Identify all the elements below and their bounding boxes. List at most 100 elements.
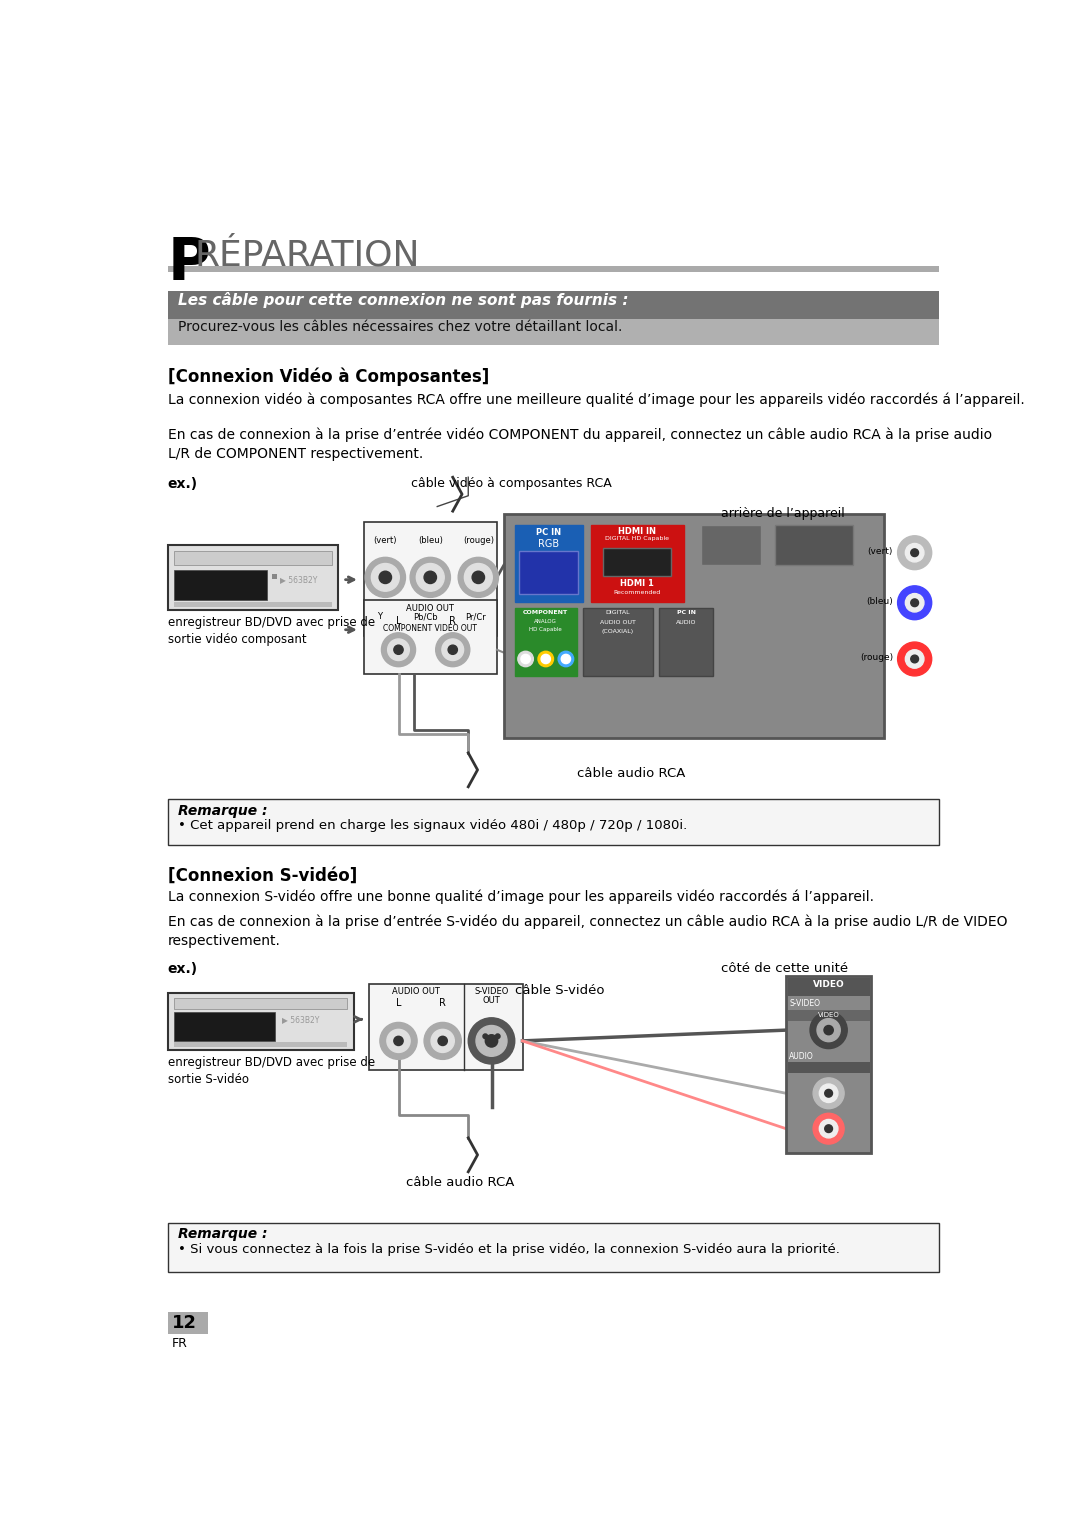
Bar: [174, 569, 267, 600]
Circle shape: [485, 1035, 498, 1047]
Text: Les câble pour cette connexion ne sont pas fournis :: Les câble pour cette connexion ne sont p…: [177, 293, 629, 308]
Circle shape: [464, 563, 492, 591]
Circle shape: [517, 652, 534, 667]
Text: ex.): ex.): [167, 963, 198, 977]
Circle shape: [476, 1025, 507, 1056]
Text: Procurez-vous les câbles nécessaires chez votre détaillant local.: Procurez-vous les câbles nécessaires che…: [177, 320, 622, 334]
Bar: [787, 1062, 869, 1073]
Text: arrière de l’appareil: arrière de l’appareil: [721, 507, 845, 519]
Bar: [659, 609, 713, 676]
Text: COMPONENT VIDEO OUT: COMPONENT VIDEO OUT: [383, 624, 477, 633]
Circle shape: [897, 586, 932, 620]
Bar: [364, 522, 497, 636]
Circle shape: [472, 571, 485, 583]
Text: Remarque :: Remarque :: [177, 1227, 267, 1241]
Circle shape: [410, 557, 450, 597]
Circle shape: [394, 645, 403, 655]
Circle shape: [824, 1025, 834, 1035]
Bar: [787, 1010, 869, 1021]
Bar: [369, 984, 523, 1070]
Bar: [167, 800, 940, 845]
Circle shape: [496, 1035, 500, 1039]
Text: (COAXIAL): (COAXIAL): [602, 629, 634, 633]
Circle shape: [910, 549, 918, 557]
Text: (vert): (vert): [374, 536, 397, 545]
Text: R: R: [440, 998, 446, 1007]
Text: • Cet appareil prend en charge les signaux vidéo 480i / 480p / 720p / 1080i.: • Cet appareil prend en charge les signa…: [177, 819, 687, 832]
Bar: [603, 548, 672, 575]
Text: (rouge): (rouge): [463, 536, 494, 545]
Circle shape: [538, 652, 554, 667]
Circle shape: [424, 571, 436, 583]
Circle shape: [483, 1035, 488, 1039]
Circle shape: [435, 633, 470, 667]
Text: [Connexion Vidéo à Composantes]: [Connexion Vidéo à Composantes]: [167, 368, 489, 386]
Text: ▶ 563B2Y: ▶ 563B2Y: [280, 575, 318, 584]
Bar: [174, 551, 332, 565]
Circle shape: [424, 1022, 461, 1059]
Bar: [174, 601, 332, 607]
Text: Pr/Cr: Pr/Cr: [465, 612, 486, 621]
Bar: [167, 993, 353, 1050]
Text: La connexion vidéo à composantes RCA offre une meilleure qualité d’image pour le: La connexion vidéo à composantes RCA off…: [167, 392, 1024, 407]
Text: câble vidéo à composantes RCA: câble vidéo à composantes RCA: [410, 478, 611, 490]
Circle shape: [810, 1012, 847, 1048]
Bar: [504, 514, 883, 737]
Circle shape: [458, 557, 499, 597]
Text: [Connexion S-vidéo]: [Connexion S-vidéo]: [167, 867, 356, 885]
Text: RGB: RGB: [538, 539, 559, 549]
Circle shape: [388, 639, 409, 661]
Bar: [786, 977, 872, 1154]
Text: S-VIDEO: S-VIDEO: [789, 1000, 820, 1009]
Text: (vert): (vert): [867, 546, 893, 555]
Circle shape: [380, 1022, 417, 1059]
Circle shape: [910, 598, 918, 607]
Text: PC IN: PC IN: [676, 610, 696, 615]
Text: RÉPARATION: RÉPARATION: [194, 238, 420, 273]
Text: (rouge): (rouge): [860, 653, 893, 662]
Circle shape: [562, 655, 570, 664]
Text: OUT: OUT: [483, 996, 500, 1006]
Circle shape: [813, 1114, 845, 1144]
Text: FR: FR: [172, 1337, 188, 1349]
Circle shape: [897, 642, 932, 676]
Text: S-VIDEO: S-VIDEO: [474, 987, 509, 996]
Circle shape: [365, 557, 405, 597]
Circle shape: [813, 1077, 845, 1109]
Circle shape: [469, 1018, 515, 1064]
Circle shape: [379, 571, 392, 583]
Bar: [272, 574, 276, 578]
Text: HDMI IN: HDMI IN: [618, 528, 657, 536]
Text: ex.): ex.): [167, 478, 198, 491]
Text: DIGITAL HD Capable: DIGITAL HD Capable: [605, 536, 670, 540]
Text: En cas de connexion à la prise d’entrée S-vidéo du appareil, connectez un câble : En cas de connexion à la prise d’entrée …: [167, 914, 1007, 948]
Text: AUDIO OUT: AUDIO OUT: [406, 604, 455, 612]
Text: HD Capable: HD Capable: [529, 627, 562, 632]
Bar: [167, 291, 940, 319]
Text: Pb/Cb: Pb/Cb: [414, 612, 437, 621]
Text: (bleu): (bleu): [866, 597, 893, 606]
Circle shape: [816, 1018, 840, 1042]
Bar: [174, 1012, 274, 1041]
Circle shape: [820, 1083, 838, 1102]
Bar: [167, 1222, 940, 1271]
Text: AUDIO OUT: AUDIO OUT: [392, 987, 441, 996]
Text: VIDEO: VIDEO: [813, 980, 845, 989]
Bar: [583, 609, 652, 676]
Circle shape: [431, 1030, 455, 1053]
Circle shape: [897, 536, 932, 569]
Text: R: R: [449, 617, 456, 626]
Text: HDMI 1: HDMI 1: [620, 578, 654, 588]
Circle shape: [387, 1030, 410, 1053]
Circle shape: [910, 655, 918, 662]
Text: • Si vous connectez à la fois la prise S-vidéo et la prise vidéo, la connexion S: • Si vous connectez à la fois la prise S…: [177, 1242, 839, 1256]
Text: COMPONENT: COMPONENT: [523, 610, 568, 615]
Text: enregistreur BD/DVD avec prise de
sortie S-vidéo: enregistreur BD/DVD avec prise de sortie…: [167, 1056, 375, 1087]
Text: L: L: [395, 617, 402, 626]
Text: L: L: [395, 998, 402, 1007]
Text: câble S-vidéo: câble S-vidéo: [515, 984, 604, 996]
Bar: [515, 609, 577, 676]
Text: En cas de connexion à la prise d’entrée vidéo COMPONENT du appareil, connectez u: En cas de connexion à la prise d’entrée …: [167, 427, 991, 461]
Text: ▶ 563B2Y: ▶ 563B2Y: [282, 1015, 320, 1024]
Circle shape: [442, 639, 463, 661]
